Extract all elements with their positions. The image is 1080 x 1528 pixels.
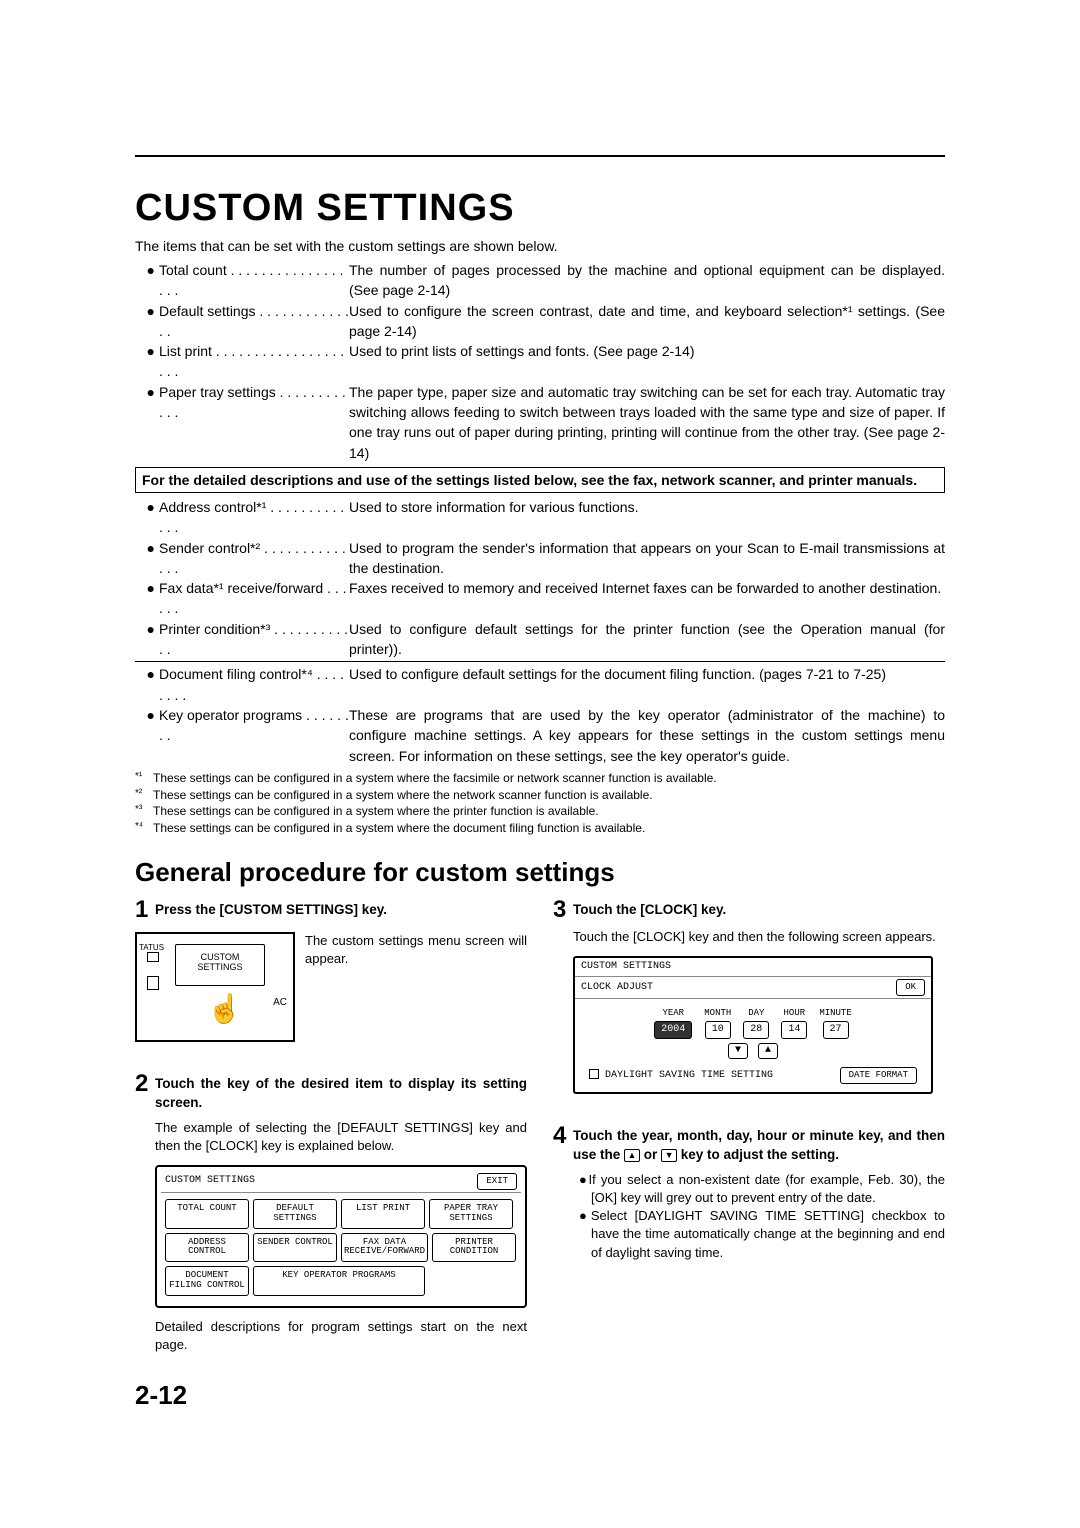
settings-menu-button[interactable]: PAPER TRAY SETTINGS (429, 1199, 513, 1229)
settings-menu-button[interactable]: KEY OPERATOR PROGRAMS (253, 1266, 425, 1296)
panel-title: CUSTOM SETTINGS (165, 1174, 255, 1188)
bullet-item: ●Paper tray settings . . . . . . . . . .… (135, 382, 945, 463)
bullet-item: ●Key operator programs . . . . . . . .Th… (135, 705, 945, 766)
settings-menu-button[interactable]: DEFAULT SETTINGS (253, 1199, 337, 1229)
bullet-list-2: ●Address control*¹ . . . . . . . . . . .… (135, 497, 945, 659)
right-column: 3 Touch the [CLOCK] key. Touch the [CLOC… (553, 898, 945, 1354)
clock-field: HOUR14 (781, 1007, 807, 1040)
settings-menu-button[interactable]: FAX DATA RECEIVE/FORWARD (341, 1233, 428, 1263)
settings-menu-button[interactable]: DOCUMENT FILING CONTROL (165, 1266, 249, 1296)
clock-field: MINUTE27 (819, 1007, 851, 1040)
device-screen-label: CUSTOMSETTINGS (175, 944, 265, 986)
step-4-number: 4 (553, 1124, 573, 1148)
bullet-list-3: ●Document filing control*⁴ . . . . . . .… (135, 664, 945, 765)
bullet-item: ●Printer condition*³ . . . . . . . . . .… (135, 619, 945, 660)
bullet-item: ●Default settings . . . . . . . . . . . … (135, 301, 945, 342)
footnote: *³These settings can be configured in a … (135, 803, 945, 820)
device-panel-illustration: TATUS CUSTOMSETTINGS ☝ AC (135, 932, 295, 1042)
step-1-side-text: The custom settings menu screen will app… (305, 932, 527, 968)
bullet-item: ●Fax data*¹ receive/forward . . . . . .F… (135, 578, 945, 619)
device-ac-label: AC (273, 996, 287, 1010)
footnote: *⁴These settings can be configured in a … (135, 820, 945, 837)
clock-field: DAY28 (743, 1007, 769, 1040)
date-format-button[interactable]: DATE FORMAT (840, 1067, 917, 1084)
main-title: CUSTOM SETTINGS (135, 187, 945, 230)
bullet-item: ●Document filing control*⁴ . . . . . . .… (135, 664, 945, 705)
footnotes: *¹These settings can be configured in a … (135, 770, 945, 837)
settings-menu-button[interactable]: TOTAL COUNT (165, 1199, 249, 1229)
clock-panel-title: CUSTOM SETTINGS (575, 958, 931, 977)
clock-field: MONTH10 (704, 1007, 731, 1040)
intro-text: The items that can be set with the custo… (135, 238, 945, 254)
step-4-bullet-1: ●If you select a non-existent date (for … (591, 1171, 945, 1207)
footnote: *¹These settings can be configured in a … (135, 770, 945, 787)
step-2-title: Touch the key of the desired item to dis… (155, 1072, 527, 1113)
step-1-number: 1 (135, 898, 155, 922)
settings-menu-button[interactable]: SENDER CONTROL (253, 1233, 337, 1263)
clock-field: YEAR2004 (654, 1007, 692, 1040)
hand-pointer-icon: ☝ (207, 989, 242, 1028)
footnote: *²These settings can be configured in a … (135, 787, 945, 804)
bullet-item: ●Address control*¹ . . . . . . . . . . .… (135, 497, 945, 538)
down-arrow-button[interactable]: ▼ (728, 1043, 748, 1059)
bullet-item: ●List print . . . . . . . . . . . . . . … (135, 341, 945, 382)
ok-button[interactable]: OK (896, 979, 925, 996)
bullet-item: ●Total count . . . . . . . . . . . . . .… (135, 260, 945, 301)
settings-menu-button[interactable]: PRINTER CONDITION (432, 1233, 516, 1263)
custom-settings-panel: CUSTOM SETTINGS EXIT TOTAL COUNTDEFAULT … (155, 1165, 527, 1308)
section-title: General procedure for custom settings (135, 857, 945, 888)
clock-value-button[interactable]: 28 (743, 1021, 769, 1039)
clock-value-button[interactable]: 10 (705, 1021, 731, 1039)
clock-value-button[interactable]: 2004 (654, 1021, 692, 1039)
step-3-title: Touch the [CLOCK] key. (573, 898, 945, 920)
page-number: 2-12 (135, 1380, 187, 1411)
step-2-number: 2 (135, 1072, 155, 1096)
step-3-number: 3 (553, 898, 573, 922)
down-key-icon: ▼ (661, 1149, 677, 1162)
clock-value-button[interactable]: 27 (823, 1021, 849, 1039)
step-3-body: Touch the [CLOCK] key and then the follo… (573, 928, 945, 946)
exit-button[interactable]: EXIT (477, 1173, 517, 1190)
clock-panel-subtitle: CLOCK ADJUST (581, 981, 653, 995)
step-4-bullet-2: ●Select [DAYLIGHT SAVING TIME SETTING] c… (591, 1207, 945, 1262)
step-4-title: Touch the year, month, day, hour or minu… (573, 1124, 945, 1165)
clock-adjust-panel: CUSTOM SETTINGS CLOCK ADJUST OK YEAR2004… (573, 956, 933, 1094)
dst-checkbox[interactable] (589, 1069, 599, 1079)
settings-menu-button[interactable]: ADDRESS CONTROL (165, 1233, 249, 1263)
dst-label: DAYLIGHT SAVING TIME SETTING (605, 1070, 773, 1081)
step-2-footnote: Detailed descriptions for program settin… (155, 1318, 527, 1354)
clock-value-button[interactable]: 14 (781, 1021, 807, 1039)
up-arrow-button[interactable]: ▲ (758, 1043, 778, 1059)
step-2-body: The example of selecting the [DEFAULT SE… (155, 1119, 527, 1155)
up-key-icon: ▲ (624, 1149, 640, 1162)
settings-menu-button[interactable]: LIST PRINT (341, 1199, 425, 1229)
bullet-list-1: ●Total count . . . . . . . . . . . . . .… (135, 260, 945, 463)
bullet-item: ●Sender control*² . . . . . . . . . . . … (135, 538, 945, 579)
boxed-note: For the detailed descriptions and use of… (135, 467, 945, 493)
step-1-title: Press the [CUSTOM SETTINGS] key. (155, 898, 527, 920)
left-column: 1 Press the [CUSTOM SETTINGS] key. TATUS… (135, 898, 527, 1354)
